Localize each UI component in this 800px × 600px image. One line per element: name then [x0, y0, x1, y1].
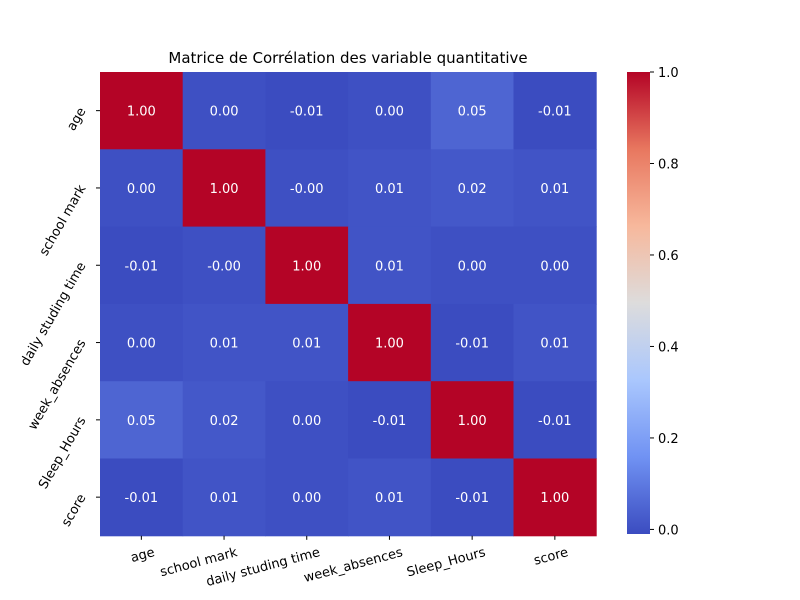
colorbar-tick-label: 0.0 — [658, 523, 679, 538]
cell-value-label: -0.00 — [207, 259, 241, 274]
heatmap-cell — [265, 303, 349, 382]
heatmap-cell — [182, 381, 266, 459]
heatmap-cell — [265, 72, 349, 150]
cell-value-label: 0.01 — [292, 337, 321, 352]
cell-value-label: 1.00 — [210, 182, 239, 197]
cell-value-label: -0.01 — [373, 414, 407, 429]
heatmap-cell — [182, 149, 266, 228]
heatmap-cell — [100, 458, 184, 537]
cell-value-label: 0.01 — [540, 337, 569, 352]
heatmap-cell — [430, 72, 514, 150]
cell-value-label: -0.00 — [290, 182, 324, 197]
y-tick-label: Sleep_Hours — [36, 414, 89, 492]
cell-value-label: 1.00 — [127, 105, 156, 120]
heatmap-cell — [182, 226, 266, 305]
heatmap-cell — [513, 303, 597, 382]
cell-value-label: 0.01 — [375, 491, 404, 506]
cell-value-label: -0.01 — [290, 105, 324, 120]
colorbar-gradient — [627, 72, 650, 534]
cell-value-label: -0.01 — [455, 337, 489, 352]
heatmap-cell — [513, 72, 597, 150]
cell-value-label: 0.05 — [458, 105, 487, 120]
cell-value-label: 1.00 — [292, 259, 321, 274]
cell-value-label: 0.00 — [127, 182, 156, 197]
cell-value-label: 0.01 — [375, 182, 404, 197]
cell-value-label: 0.05 — [127, 414, 156, 429]
colorbar-tick-label: 0.6 — [658, 249, 679, 264]
cell-value-label: 0.01 — [540, 182, 569, 197]
colorbar: 0.0 0.2 0.4 0.6 0.8 1.0 — [627, 66, 679, 538]
cell-value-label: 1.00 — [375, 337, 404, 352]
heatmap-cell — [182, 72, 266, 150]
heatmap-cell — [513, 458, 597, 537]
colorbar-tick-label: 0.8 — [658, 157, 679, 172]
x-tick-label: Sleep_Hours — [405, 545, 487, 580]
heatmap-cell — [348, 149, 432, 228]
cell-value-label: 0.01 — [210, 337, 239, 352]
y-tick-label: school mark — [37, 182, 90, 259]
cell-value-label: -0.01 — [455, 491, 489, 506]
heatmap-cell — [265, 458, 349, 537]
heatmap-cell — [430, 381, 514, 459]
cell-value-label: 0.00 — [458, 259, 487, 274]
chart-title: Matrice de Corrélation des variable quan… — [168, 49, 527, 67]
heatmap-cell — [265, 149, 349, 228]
colorbar-tick-label: 0.2 — [658, 432, 679, 447]
cell-value-label: 0.00 — [375, 105, 404, 120]
heatmap-cell — [513, 149, 597, 228]
heatmap-cell — [348, 303, 432, 382]
heatmap-cell — [100, 303, 184, 382]
heatmap-cells: 1.00 0.00 -0.01 0.00 0.05 -0.01 0.00 1.00 -0.00 0… — [100, 72, 597, 537]
heatmap-cell — [182, 458, 266, 537]
cell-value-label: 0.01 — [210, 491, 239, 506]
heatmap-cell — [265, 226, 349, 305]
cell-value-label: -0.01 — [125, 491, 159, 506]
heatmap-cell — [100, 149, 184, 228]
heatmap-cell — [182, 303, 266, 382]
cell-value-label: 0.01 — [375, 259, 404, 274]
heatmap-cell — [265, 381, 349, 459]
cell-value-label: 0.02 — [210, 414, 239, 429]
cell-value-label: 0.00 — [210, 105, 239, 120]
cell-value-label: 1.00 — [458, 414, 487, 429]
heatmap-cell — [513, 226, 597, 305]
heatmap-cell — [348, 458, 432, 537]
cell-value-label: 0.02 — [458, 182, 487, 197]
heatmap-cell — [100, 381, 184, 459]
y-tick-label: score — [59, 492, 89, 530]
colorbar-tick-label: 1.0 — [658, 66, 679, 81]
cell-value-label: -0.01 — [125, 259, 159, 274]
cell-value-label: 1.00 — [540, 491, 569, 506]
heatmap-cell — [100, 226, 184, 305]
x-tick-label: score — [532, 545, 570, 569]
heatmap-cell — [430, 458, 514, 537]
cell-value-label: -0.01 — [538, 414, 572, 429]
cell-value-label: 0.00 — [292, 414, 321, 429]
cell-value-label: 0.00 — [292, 491, 321, 506]
x-tick-label: age — [129, 545, 156, 566]
heatmap-cell — [100, 72, 184, 150]
heatmap-cell — [430, 226, 514, 305]
heatmap-cell — [430, 303, 514, 382]
heatmap-cell — [430, 149, 514, 228]
heatmap-cell — [348, 381, 432, 459]
cell-value-label: 0.00 — [127, 337, 156, 352]
heatmap-cell — [348, 226, 432, 305]
cell-value-label: 0.00 — [540, 259, 569, 274]
heatmap-cell — [513, 381, 597, 459]
heatmap-cell — [348, 72, 432, 150]
y-tick-label: age — [64, 105, 89, 133]
cell-value-label: -0.01 — [538, 105, 572, 120]
colorbar-tick-label: 0.4 — [658, 340, 679, 355]
